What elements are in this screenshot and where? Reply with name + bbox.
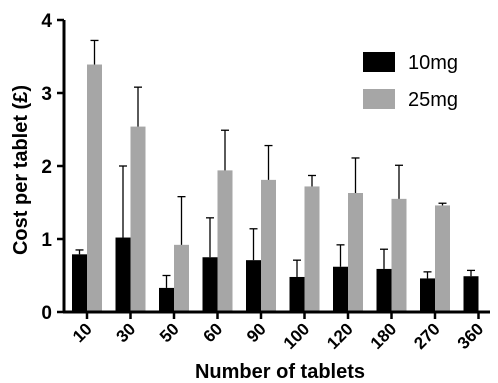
bar-10mg-90 xyxy=(246,260,261,312)
bar-10mg-100 xyxy=(289,276,305,312)
bar-25mg-10 xyxy=(87,64,102,312)
bar-10mg-10 xyxy=(72,254,87,312)
legend-swatch-25mg xyxy=(363,89,395,109)
x-tick-label-120: 120 xyxy=(323,319,356,352)
y-ticks-layer: 0 1 2 3 4 xyxy=(41,11,64,324)
bar-25mg-120 xyxy=(348,193,363,312)
bar-10mg-180 xyxy=(376,268,392,312)
y-tick-label-3: 3 xyxy=(41,84,52,105)
bar-25mg-100 xyxy=(304,186,320,312)
x-tick-label-90: 90 xyxy=(243,319,270,346)
legend-swatch-10mg xyxy=(363,52,395,72)
x-tick-label-10: 10 xyxy=(69,319,96,346)
bar-25mg-60 xyxy=(217,170,233,312)
y-axis-title: Cost per tablet (£) xyxy=(10,85,32,255)
legend: 10mg 25mg xyxy=(363,52,458,111)
y-tick-label-2: 2 xyxy=(41,157,52,178)
bar-25mg-180 xyxy=(391,198,407,312)
bar-25mg-30 xyxy=(130,126,146,312)
bar-10mg-50 xyxy=(159,287,174,312)
x-tick-label-50: 50 xyxy=(156,319,183,346)
x-tick-label-100: 100 xyxy=(280,319,313,352)
x-ticks-layer: 10 30 50 60 90 100 120 180 270 360 xyxy=(69,312,487,353)
bar-10mg-30 xyxy=(115,237,131,312)
x-tick-label-270: 270 xyxy=(410,319,443,352)
bar-10mg-360 xyxy=(463,276,479,312)
bar-25mg-270 xyxy=(435,205,450,312)
y-tick-label-0: 0 xyxy=(41,303,52,324)
bar-10mg-60 xyxy=(202,257,218,312)
x-tick-label-180: 180 xyxy=(367,319,400,352)
y-tick-label-4: 4 xyxy=(41,11,52,32)
bars-layer xyxy=(72,64,479,312)
bar-25mg-90 xyxy=(261,179,276,312)
bar-10mg-120 xyxy=(333,266,348,312)
error-bars-layer xyxy=(75,39,475,288)
legend-label-25mg: 25mg xyxy=(408,89,458,111)
x-tick-label-60: 60 xyxy=(200,319,227,346)
x-tick-label-30: 30 xyxy=(113,319,140,346)
x-tick-label-360: 360 xyxy=(454,319,487,352)
y-tick-label-1: 1 xyxy=(41,230,52,251)
legend-label-10mg: 10mg xyxy=(408,52,458,74)
x-axis-title: Number of tablets xyxy=(195,361,365,383)
bar-25mg-50 xyxy=(174,244,189,312)
bar-10mg-270 xyxy=(420,278,435,312)
